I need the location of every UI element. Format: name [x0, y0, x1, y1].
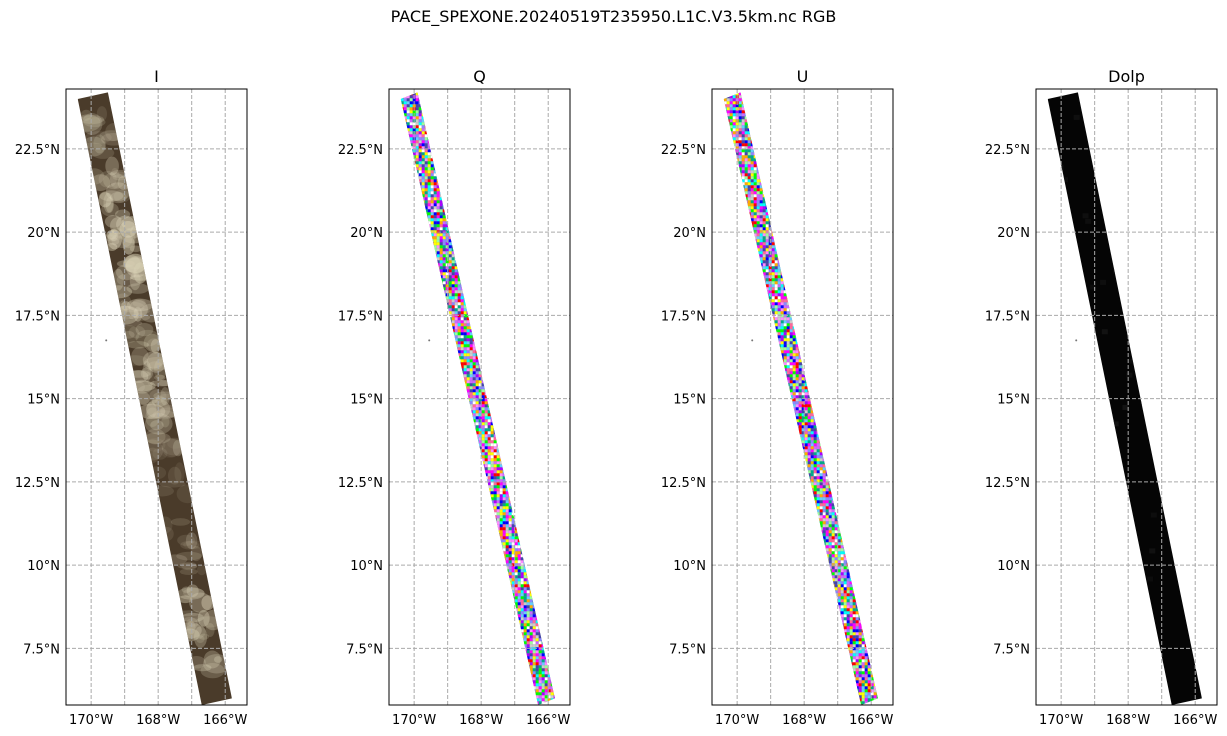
panel-u: U 7.5°N 10°N 12.5°N 15°N 17.5°N 20°N 22.5°N 170°…: [661, 67, 894, 728]
panel-q: Q 7.5°N 10°N 12.5°N 15°N 17.5°N 20°N 22.5°N 170°…: [338, 67, 571, 728]
x-tick-label: 166°W: [526, 713, 570, 728]
panel-i: I 7.5°N 10°N 12.5°N 15°N 17.5°N 20°N 22.5°N 170°…: [15, 67, 248, 728]
island-marker: [1075, 339, 1078, 342]
x-tick-label: 170°W: [392, 713, 436, 728]
x-tick-label: 170°W: [715, 713, 759, 728]
axes-frame: [388, 88, 571, 706]
x-tick-label: 166°W: [849, 713, 893, 728]
y-tick-label: 10°N: [350, 559, 383, 574]
y-tick-label: 12.5°N: [15, 476, 60, 491]
x-tick-label: 166°W: [203, 713, 247, 728]
x-tick-label: 168°W: [782, 713, 826, 728]
panel-title: Q: [473, 67, 486, 86]
y-tick-label: 12.5°N: [985, 476, 1030, 491]
y-tick-label: 7.5°N: [993, 642, 1030, 657]
y-tick-label: 22.5°N: [338, 143, 383, 158]
gridlines: [66, 89, 247, 705]
y-tick-label: 10°N: [673, 559, 706, 574]
figure-title: PACE_SPEXONE.20240519T235950.L1C.V3.5km.…: [0, 7, 1227, 26]
island-marker: [751, 339, 754, 342]
y-tick-label: 15°N: [997, 393, 1030, 408]
x-tick-label: 168°W: [1106, 713, 1150, 728]
island-marker: [428, 339, 431, 342]
y-tick-label: 22.5°N: [15, 143, 60, 158]
y-tick-label: 20°N: [673, 226, 706, 241]
y-tick-label: 17.5°N: [15, 309, 60, 324]
x-tick-label: 166°W: [1173, 713, 1217, 728]
y-tick-label: 20°N: [350, 226, 383, 241]
y-tick-label: 17.5°N: [338, 309, 383, 324]
island-marker: [105, 339, 108, 342]
y-tick-label: 22.5°N: [985, 143, 1030, 158]
gridlines: [389, 89, 570, 705]
y-tick-label: 12.5°N: [661, 476, 706, 491]
panel-title: Dolp: [1108, 67, 1145, 86]
gridlines: [1036, 89, 1217, 705]
y-tick-label: 7.5°N: [669, 642, 706, 657]
axes-frame: [65, 88, 248, 706]
y-tick-label: 22.5°N: [661, 143, 706, 158]
y-tick-label: 7.5°N: [346, 642, 383, 657]
axes-frame: [1035, 88, 1218, 706]
panel-title: I: [154, 67, 159, 86]
y-tick-label: 10°N: [27, 559, 60, 574]
panel-title: U: [797, 67, 809, 86]
y-tick-label: 15°N: [350, 393, 383, 408]
swath-image: [400, 92, 555, 706]
y-tick-label: 20°N: [997, 226, 1030, 241]
y-tick-label: 17.5°N: [661, 309, 706, 324]
panel-dolp: Dolp 7.5°N 10°N 12.5°N 15°N 17.5°N 20°N 22.5°N 1…: [985, 67, 1218, 728]
x-tick-label: 170°W: [69, 713, 113, 728]
x-tick-label: 168°W: [136, 713, 180, 728]
y-tick-label: 12.5°N: [338, 476, 383, 491]
y-tick-label: 15°N: [27, 393, 60, 408]
y-tick-label: 7.5°N: [23, 642, 60, 657]
x-tick-label: 170°W: [1039, 713, 1083, 728]
axes-frame: [711, 88, 894, 706]
gridlines: [712, 89, 893, 705]
y-tick-label: 17.5°N: [985, 309, 1030, 324]
y-tick-label: 20°N: [27, 226, 60, 241]
x-tick-label: 168°W: [459, 713, 503, 728]
swath-image: [723, 92, 878, 706]
y-tick-label: 10°N: [997, 559, 1030, 574]
y-tick-label: 15°N: [673, 393, 706, 408]
